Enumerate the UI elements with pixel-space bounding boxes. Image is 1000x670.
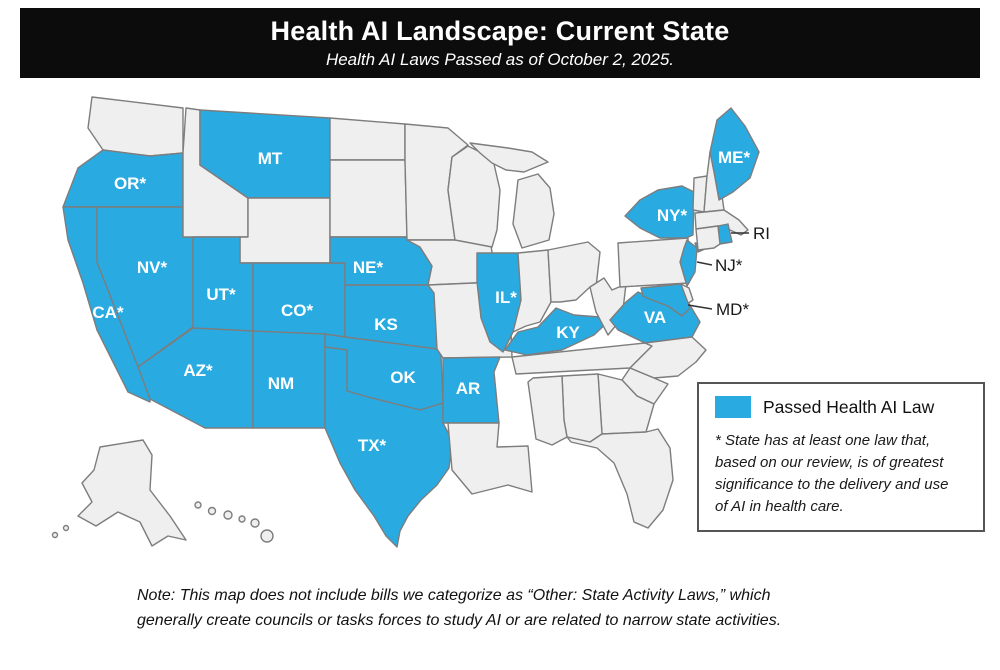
state-label-OK: OK <box>390 368 416 387</box>
bottom-note: Note: This map does not include bills we… <box>137 584 877 634</box>
state-CO <box>252 262 346 338</box>
state-WI <box>447 145 501 248</box>
callout-line-MD <box>687 304 713 310</box>
state-NY <box>624 185 695 239</box>
bottom-note-line1: Note: This map does not include bills we… <box>137 587 771 604</box>
state-NC <box>629 336 707 379</box>
state-CT <box>695 225 721 251</box>
state-HI-island <box>238 515 246 523</box>
state-label-IL: IL* <box>495 288 517 307</box>
state-AK <box>77 439 187 547</box>
state-ND <box>329 117 406 161</box>
state-label-ME: ME* <box>718 148 751 167</box>
state-MD <box>640 283 691 317</box>
callout-label-RI: RI <box>753 224 770 243</box>
state-HI-island <box>260 529 274 543</box>
page-title: Health AI Landscape: Current State <box>270 16 730 46</box>
state-label-CA: CA* <box>92 303 124 322</box>
state-MI-upper <box>469 142 549 173</box>
state-WA <box>87 96 184 157</box>
legend-box: Passed Health AI Law * State has at leas… <box>697 382 985 532</box>
state-HI-island <box>207 506 217 516</box>
state-label-NE: NE* <box>353 258 384 277</box>
state-ME <box>709 107 760 201</box>
state-AK-island <box>51 531 59 539</box>
state-WY <box>239 197 331 264</box>
state-label-NV: NV* <box>137 258 168 277</box>
passed-law-swatch <box>715 396 751 418</box>
state-label-AR: AR <box>456 379 481 398</box>
state-HI-island <box>223 510 233 520</box>
state-NJ <box>679 239 698 287</box>
legend-footnote: * State has at least one law that, based… <box>715 432 949 516</box>
state-label-KY: KY <box>556 323 580 342</box>
state-PA <box>617 237 690 288</box>
state-SD <box>329 159 408 238</box>
bottom-note-line2: generally create councils or tasks force… <box>137 611 782 629</box>
state-label-CO: CO* <box>281 301 314 320</box>
page-subtitle: Health AI Laws Passed as of October 2, 2… <box>325 50 675 69</box>
state-label-UT: UT* <box>206 285 236 304</box>
state-label-NY: NY* <box>657 206 688 225</box>
state-AK-island <box>62 524 70 532</box>
state-AR <box>442 356 501 424</box>
state-FL <box>566 428 674 529</box>
state-TX <box>324 346 453 548</box>
callout-line-NJ <box>696 261 713 266</box>
state-label-NM: NM <box>268 374 294 393</box>
state-label-TX: TX* <box>358 436 387 455</box>
callout-label-MD: MD* <box>716 300 749 319</box>
state-label-VA: VA <box>644 308 666 327</box>
legend-label: Passed Health AI Law <box>763 396 935 417</box>
header-bar: Health AI Landscape: Current State Healt… <box>20 8 980 78</box>
state-label-OR: OR* <box>114 174 147 193</box>
state-label-AZ: AZ* <box>183 361 213 380</box>
state-HI-island <box>250 518 260 528</box>
state-label-KS: KS <box>374 315 398 334</box>
state-MS <box>527 375 568 446</box>
legend-row: Passed Health AI Law <box>715 396 969 418</box>
state-label-MT: MT <box>258 149 283 168</box>
state-HI-island <box>194 501 202 509</box>
callout-label-NJ: NJ* <box>715 256 743 275</box>
state-MI <box>512 173 555 249</box>
state-AL <box>561 373 603 443</box>
state-LA <box>447 422 533 495</box>
